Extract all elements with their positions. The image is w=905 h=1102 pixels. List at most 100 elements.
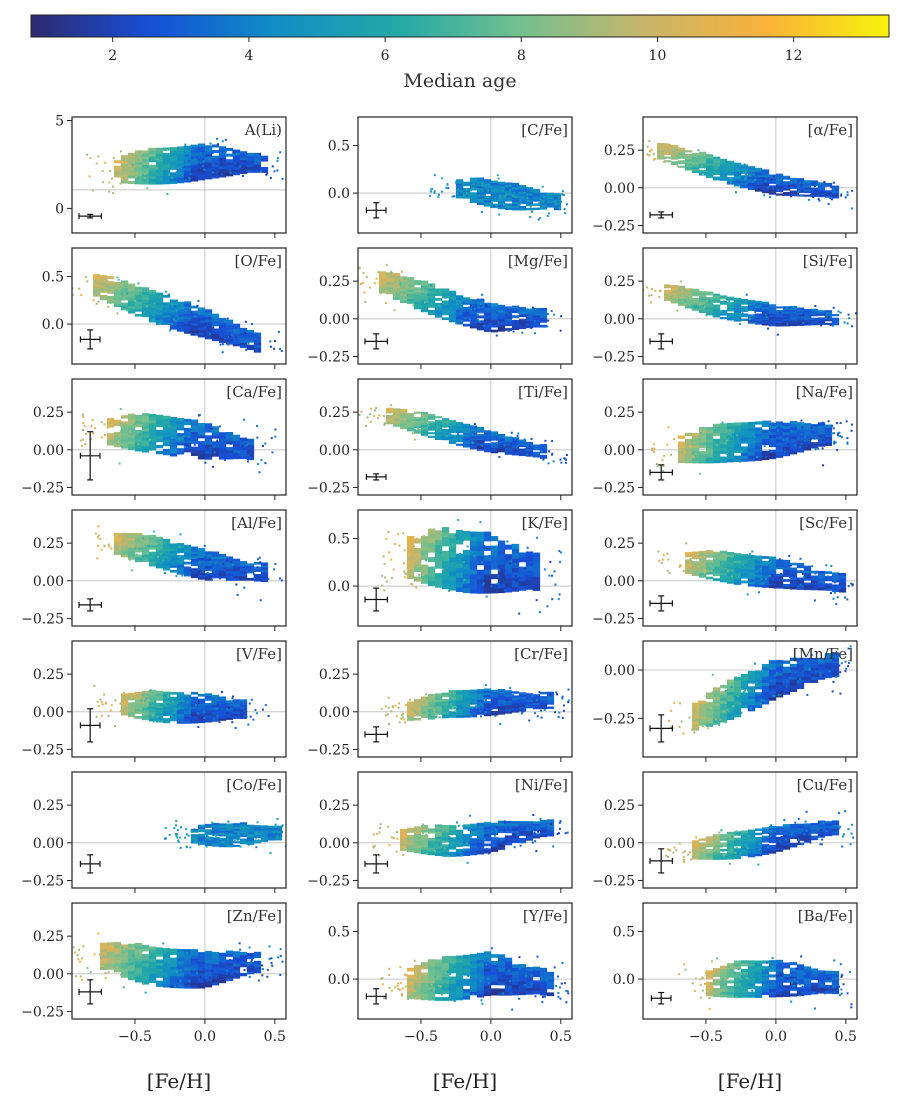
age-bin: [406, 425, 415, 428]
outlier-point: [751, 550, 754, 553]
outlier-point: [163, 309, 166, 312]
age-bin: [162, 312, 171, 315]
age-bin: [413, 429, 422, 432]
age-bin: [469, 560, 478, 566]
age-bin: [169, 696, 178, 700]
age-bin: [476, 695, 485, 698]
age-bin: [190, 548, 199, 552]
age-bin: [211, 716, 220, 720]
outlier-point: [499, 321, 502, 324]
age-bin: [246, 450, 255, 455]
age-bin: [733, 312, 742, 315]
age-bin: [148, 153, 157, 157]
outlier-point: [765, 316, 768, 319]
age-bin: [733, 315, 742, 319]
age-bin: [476, 697, 485, 700]
panel-label: [α/Fe]: [808, 121, 853, 139]
age-bin: [719, 438, 728, 442]
age-bin: [511, 327, 520, 330]
age-bin: [789, 581, 798, 585]
outlier-point: [686, 445, 689, 448]
age-bin: [796, 584, 805, 588]
outlier-point: [122, 167, 125, 170]
age-bin: [511, 205, 520, 209]
outlier-point: [454, 706, 457, 709]
age-bin: [740, 313, 749, 316]
age-bin: [817, 182, 826, 185]
age-bin: [497, 441, 506, 444]
age-bin: [239, 153, 248, 158]
outlier-point: [768, 430, 771, 433]
age-bin: [817, 422, 826, 426]
outlier-point: [173, 318, 176, 321]
age-bin: [190, 560, 199, 564]
age-bin: [733, 434, 742, 438]
outlier-point: [392, 568, 395, 571]
outlier-point: [108, 181, 111, 184]
age-bin: [483, 545, 492, 551]
age-bin: [518, 696, 527, 699]
age-bin: [399, 278, 408, 282]
age-bin: [218, 435, 227, 439]
outlier-point: [487, 196, 490, 199]
outlier-point: [783, 450, 786, 453]
age-bin: [420, 431, 429, 434]
age-bin: [698, 722, 707, 726]
age-bin: [455, 297, 464, 301]
age-bin: [162, 720, 171, 724]
age-bin: [511, 710, 520, 713]
outlier-point: [512, 580, 515, 583]
age-bin: [127, 158, 136, 162]
age-bin: [796, 188, 805, 192]
age-bin: [455, 582, 464, 588]
age-bin: [789, 579, 798, 583]
outlier-point: [743, 565, 746, 568]
age-bin: [684, 302, 693, 305]
age-bin: [148, 692, 157, 695]
age-bin: [413, 552, 422, 558]
age-bin: [705, 154, 714, 157]
outlier-point: [433, 708, 436, 711]
age-bin: [246, 332, 255, 336]
age-bin: [455, 711, 464, 714]
age-bin: [782, 562, 791, 565]
outlier-point: [122, 532, 125, 535]
age-bin: [810, 191, 819, 194]
age-bin: [525, 703, 534, 707]
outlier-point: [851, 325, 854, 328]
age-bin: [92, 279, 101, 282]
outlier-point: [462, 560, 465, 563]
outlier-point: [99, 698, 102, 701]
outlier-point: [274, 563, 277, 566]
outlier-point: [807, 198, 810, 201]
age-bin: [197, 715, 206, 719]
age-bin: [141, 425, 150, 429]
age-bin: [677, 456, 686, 460]
panel-fe: −0.250.000.25[α/Fe]: [592, 116, 858, 238]
age-bin: [747, 446, 756, 450]
age-bin: [733, 572, 742, 576]
age-bin: [490, 583, 499, 589]
age-bin: [204, 447, 213, 451]
outlier-point: [699, 432, 702, 435]
age-bin: [406, 289, 415, 292]
age-bin: [441, 579, 450, 585]
age-bin: [712, 306, 721, 309]
age-bin: [183, 573, 192, 577]
age-bin: [190, 440, 199, 444]
age-bin: [497, 710, 506, 713]
age-bin: [218, 320, 227, 324]
outlier-point: [768, 574, 771, 577]
age-bin: [768, 585, 777, 589]
age-bin: [92, 288, 101, 292]
age-bin: [532, 307, 541, 311]
age-bin: [232, 326, 241, 330]
colorbar-label: Median age: [403, 70, 516, 92]
outlier-point: [418, 573, 421, 576]
age-bin: [218, 713, 227, 717]
age-bin: [490, 310, 499, 314]
age-bin: [141, 413, 150, 417]
outlier-point: [171, 449, 174, 452]
age-bin: [796, 587, 805, 590]
outlier-point: [679, 300, 682, 303]
